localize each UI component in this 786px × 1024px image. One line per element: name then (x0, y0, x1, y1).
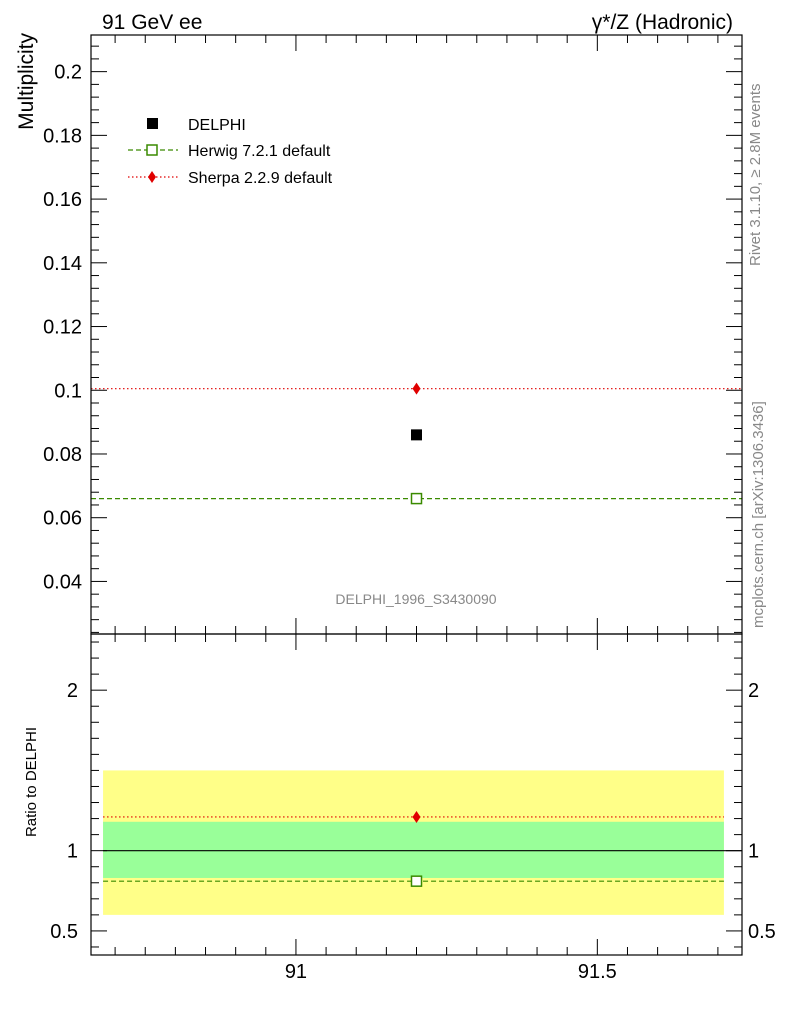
ratio-ytick-label-left: 0.5 (50, 921, 78, 943)
main-ytick-label: 0.04 (43, 571, 82, 593)
ratio-ytick-label-right: 1 (748, 841, 759, 863)
ratio-ytick-label-right: 2 (748, 680, 759, 702)
process-label: γ*/Z (Hadronic) (592, 11, 733, 34)
legend-marker-sherpa (148, 171, 156, 183)
legend-label-sherpa: Sherpa 2.2.9 default (188, 170, 333, 187)
main-series-layer (91, 382, 742, 505)
mcplots-label: mcplots.cern.ch [arXiv:1306.3436] (750, 401, 767, 628)
ratio-axes (90, 633, 743, 956)
main-ytick-label: 0.12 (43, 317, 82, 339)
ratio-xtick-label: 91 (285, 961, 307, 983)
main-ytick-label: 0.14 (43, 253, 82, 275)
main-y-tick-labels: 0.04 0.06 0.08 0.1 0.12 0.14 0.16 0.18 0.2 (43, 62, 82, 594)
ratio-series-layer (103, 810, 724, 887)
rivet-label: Rivet 3.1.10, ≥ 2.8M events (747, 84, 764, 267)
ratio-ytick-label-left: 2 (67, 680, 78, 702)
main-ytick-label: 0.16 (43, 189, 82, 211)
ratio-ytick-label-left: 1 (67, 841, 78, 863)
ratio-xtick-label: 91.5 (578, 961, 617, 983)
ratio-x-tick-labels: 91 91.5 (285, 961, 617, 983)
main-ytick-label: 0.1 (54, 380, 82, 402)
legend: DELPHI Herwig 7.2.1 default Sherpa 2.2.9… (128, 117, 333, 187)
legend-marker-herwig (146, 144, 158, 156)
ratio-ylabel: Ratio to DELPHI (23, 727, 40, 837)
legend-label-delphi: DELPHI (188, 117, 246, 134)
legend-marker-delphi (147, 118, 158, 129)
ratio-point-herwig-7-2-1-default (410, 875, 423, 887)
main-point-delphi (411, 429, 422, 441)
main-point-herwig-7-2-1-default (410, 492, 423, 505)
analysis-label: DELPHI_1996_S3430090 (335, 591, 496, 607)
legend-label-herwig: Herwig 7.2.1 default (188, 143, 331, 160)
energy-label: 91 GeV ee (102, 11, 202, 34)
ratio-ytick-label-right: 0.5 (748, 921, 776, 943)
ratio-point-sherpa-2-2-9-default (412, 810, 421, 823)
main-point-sherpa-2-2-9-default (412, 382, 421, 395)
main-ytick-label: 0.2 (54, 62, 82, 84)
ratio-panel (103, 770, 742, 915)
ratio-y-tick-labels: 0.5 0.5 1 1 2 2 (50, 680, 776, 943)
main-ytick-label: 0.06 (43, 508, 82, 530)
main-ytick-label: 0.18 (43, 125, 82, 147)
main-ytick-label: 0.08 (43, 444, 82, 466)
ratio-band-stat (103, 821, 724, 878)
main-ylabel: Multiplicity (15, 33, 38, 130)
